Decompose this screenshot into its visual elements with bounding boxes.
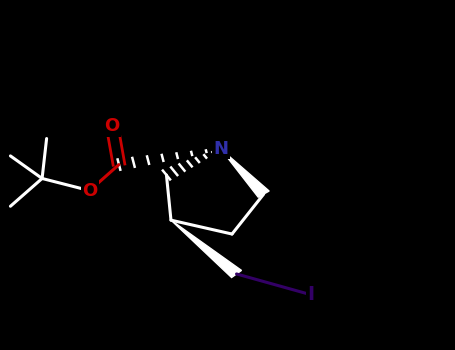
Text: N: N <box>213 140 228 158</box>
Polygon shape <box>171 220 242 278</box>
Text: O: O <box>105 117 120 135</box>
Polygon shape <box>221 149 269 197</box>
Text: O: O <box>82 182 97 199</box>
Text: I: I <box>308 285 315 304</box>
